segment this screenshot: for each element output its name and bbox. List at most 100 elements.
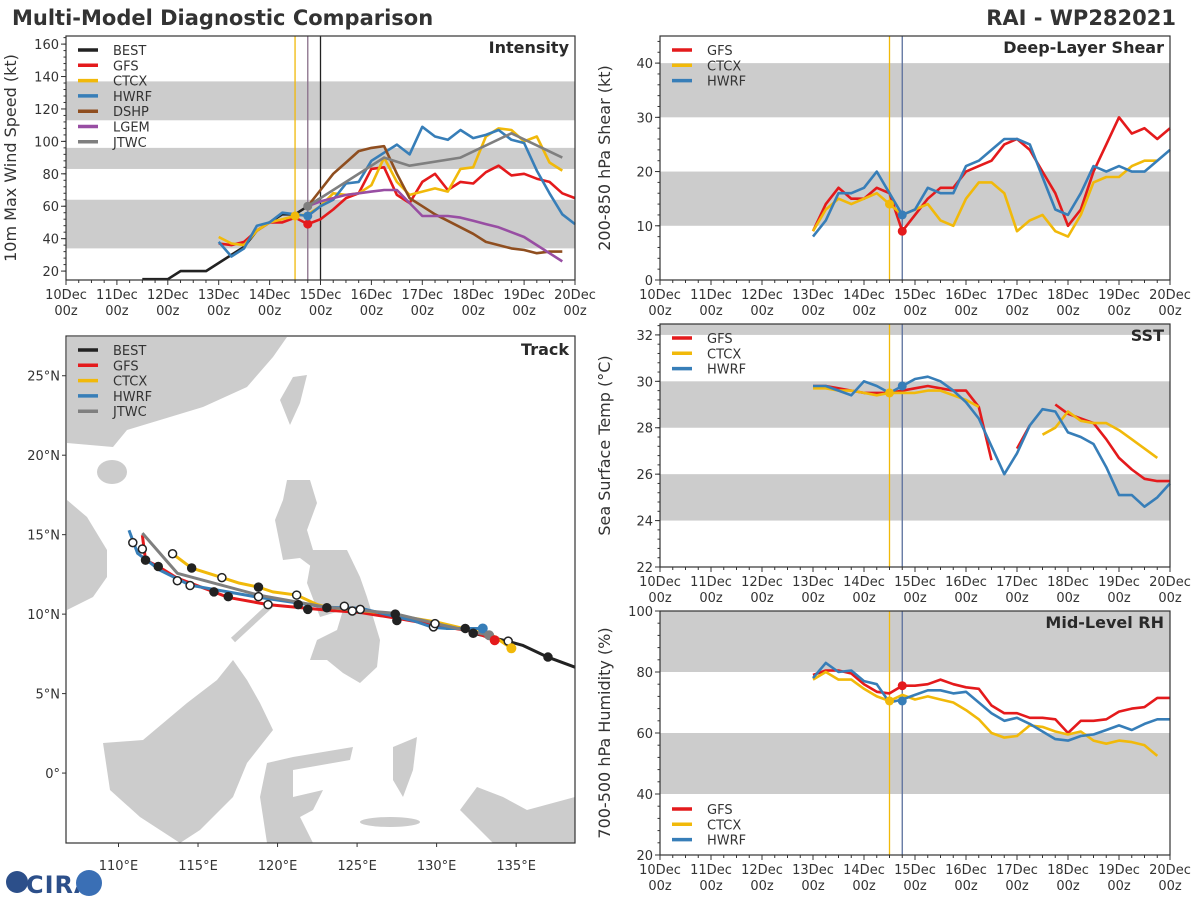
series-line-dshp (306, 144, 563, 255)
x-tick-label-hour: 00z (54, 304, 78, 319)
x-tick-label-hour: 00z (801, 879, 825, 894)
threshold-band (660, 611, 1170, 672)
logo-emblem-icon (76, 870, 102, 896)
x-tick-label: 130°E (417, 859, 457, 874)
x-tick-label-hour: 00z (648, 591, 672, 606)
y-tick-label: 5°N (36, 688, 61, 703)
track-position-marker-open (253, 591, 264, 602)
current-marker-ctcx (885, 199, 894, 209)
x-tick-label-day: 19Dec (503, 288, 545, 303)
x-tick-label-hour: 00z (699, 304, 723, 319)
track-position-marker-open (347, 606, 358, 616)
track-position-marker-filled (253, 582, 264, 592)
current-marker-ctcx (290, 211, 300, 221)
y-tick-label: 28 (636, 422, 653, 437)
panel-title: Intensity (489, 38, 570, 57)
panel-title: Deep-Layer Shear (1003, 38, 1164, 57)
legend-label-gfs: GFS (707, 803, 733, 818)
x-tick-label-day: 12Dec (147, 288, 189, 303)
x-tick-label-day: 12Dec (741, 575, 783, 590)
x-tick-label-hour: 00z (852, 879, 876, 894)
track-position-marker-open (172, 576, 183, 586)
legend-label-hwrf: HWRF (707, 75, 746, 90)
x-tick-label-day: 20Dec (1149, 575, 1191, 590)
y-tick-label: 20°N (27, 449, 60, 464)
legend-label-gfs: GFS (113, 59, 139, 74)
y-tick-label: 10 (636, 220, 653, 235)
track-position-marker-open (291, 590, 302, 600)
y-tick-label: 32 (636, 329, 653, 344)
x-tick-label-day: 15Dec (300, 288, 342, 303)
x-tick-label-hour: 00z (852, 304, 876, 319)
y-tick-label: 25°N (27, 370, 60, 385)
series-line-hwrf (217, 125, 576, 258)
x-tick-label-hour: 00z (699, 879, 723, 894)
x-tick-label-day: 19Dec (1098, 575, 1140, 590)
x-tick-label-hour: 00z (1107, 304, 1131, 319)
legend-label-hwrf: HWRF (113, 390, 152, 405)
x-tick-label-hour: 00z (1056, 591, 1080, 606)
x-tick-label-hour: 00z (903, 879, 927, 894)
x-tick-label-day: 20Dec (554, 288, 596, 303)
track-position-marker-filled (303, 604, 313, 615)
x-tick-label-hour: 00z (954, 591, 978, 606)
x-tick-label-day: 13Dec (792, 288, 834, 303)
x-tick-label-day: 16Dec (351, 288, 393, 303)
legend-label-ctcx: CTCX (113, 75, 147, 90)
land-borneo (103, 660, 273, 843)
x-tick-label-hour: 00z (648, 304, 672, 319)
y-tick-label: 30 (636, 375, 653, 390)
x-tick-label-day: 10Dec (639, 863, 681, 878)
x-tick-label-day: 16Dec (945, 575, 987, 590)
y-tick-label: 100 (628, 605, 653, 620)
track-position-marker-open (430, 618, 440, 629)
x-tick-label-day: 11Dec (690, 575, 732, 590)
current-marker-hwrf (897, 696, 907, 706)
y-tick-label: 40 (42, 233, 59, 248)
legend-label-best: BEST (113, 44, 146, 59)
x-tick-label-hour: 00z (903, 591, 927, 606)
cira-logo: CIRA (6, 870, 102, 899)
legend-label-lgem: LGEM (113, 121, 150, 136)
x-tick-label-hour: 00z (852, 591, 876, 606)
rh-panel: 10Dec00z11Dec00z12Dec00z13Dec00z14Dec00z… (595, 605, 1191, 894)
track-position-marker-filled (468, 628, 478, 638)
x-tick-label-hour: 00z (462, 304, 486, 319)
legend-label-ctcx: CTCX (707, 59, 741, 74)
x-tick-label-day: 15Dec (894, 288, 936, 303)
x-tick-label-hour: 00z (563, 304, 587, 319)
globe-icon (6, 871, 28, 893)
current-marker-hwrf (303, 211, 313, 221)
storm-id: RAI - WP282021 (986, 6, 1176, 30)
x-tick-label-hour: 00z (1107, 591, 1131, 606)
legend-label-gfs: GFS (113, 359, 139, 374)
track-position-marker-filled (293, 599, 303, 610)
land-halmahera (393, 737, 417, 797)
y-tick-label: 100 (34, 135, 59, 150)
series-line-hwrf (813, 375, 1171, 508)
threshold-band (660, 171, 1170, 226)
x-tick-label-day: 12Dec (741, 863, 783, 878)
legend-label-hwrf: HWRF (707, 363, 746, 378)
legend-label-ctcx: CTCX (707, 818, 741, 833)
x-tick-label: 125°E (337, 859, 377, 874)
x-tick-label-hour: 00z (903, 304, 927, 319)
x-tick-label-hour: 00z (411, 304, 435, 319)
track-position-marker-filled (223, 591, 233, 602)
x-tick-label-day: 14Dec (843, 575, 885, 590)
current-marker-gfs (897, 226, 907, 236)
track-position-marker-filled (140, 555, 151, 565)
y-axis-label: 200-850 hPa Shear (kt) (595, 65, 614, 251)
track-position-marker-open (355, 604, 366, 615)
track-position-marker-filled (460, 623, 470, 634)
x-tick-label-day: 14Dec (249, 288, 291, 303)
x-tick-label-day: 17Dec (996, 575, 1038, 590)
y-tick-label: 60 (636, 727, 653, 742)
y-tick-label: 40 (636, 788, 653, 803)
x-tick-label-day: 17Dec (996, 288, 1038, 303)
current-marker-hwrf (897, 381, 907, 391)
x-tick-label-day: 18Dec (452, 288, 494, 303)
track-position-marker-open (128, 537, 138, 548)
x-tick-label-hour: 00z (156, 304, 180, 319)
